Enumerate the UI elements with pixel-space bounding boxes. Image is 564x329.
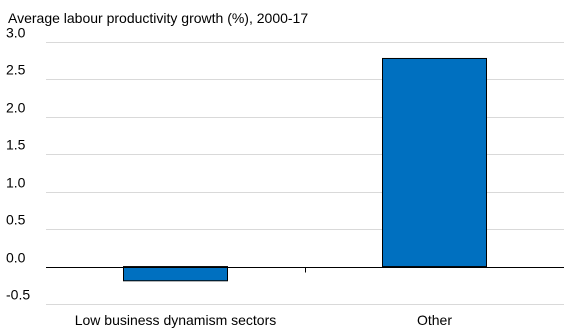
bars	[123, 57, 487, 282]
y-tick-label: 2.5	[6, 62, 26, 78]
y-tick-label: 1.0	[6, 175, 26, 191]
gridlines	[46, 42, 564, 305]
bar	[123, 266, 228, 282]
bar	[382, 57, 487, 268]
y-axis-tick-labels: 3.0 2.5 2.0 1.5 1.0 0.5 0.0 -0.5	[6, 25, 30, 303]
chart-title: Average labour productivity growth (%), …	[8, 10, 308, 26]
y-tick-label: -0.5	[6, 287, 30, 303]
y-tick-label: 2.0	[6, 100, 26, 116]
y-tick-label: 1.5	[6, 137, 26, 153]
y-tick-label: 0.0	[6, 250, 26, 266]
category-labels: Low business dynamism sectors Other	[75, 312, 453, 328]
x-category-label: Low business dynamism sectors	[75, 312, 277, 328]
y-tick-label: 0.5	[6, 212, 26, 228]
y-tick-label: 3.0	[6, 25, 26, 41]
x-category-label: Other	[417, 312, 452, 328]
zero-axis	[46, 267, 564, 273]
